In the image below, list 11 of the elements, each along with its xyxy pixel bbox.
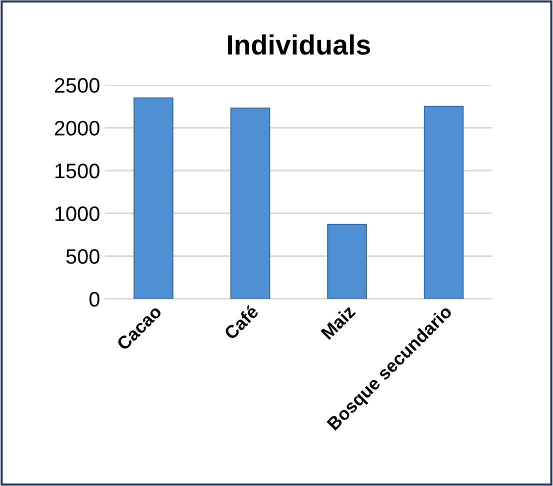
bar — [230, 108, 270, 299]
y-tick-label: 500 — [66, 249, 100, 264]
y-tick-label: 2000 — [54, 120, 100, 136]
chart-title: Individuals — [228, 34, 370, 55]
y-tick-label: 1500 — [55, 164, 100, 178]
y-tick-label: 2500 — [54, 78, 100, 93]
bar — [134, 97, 174, 299]
bar — [424, 106, 464, 299]
bar — [327, 224, 367, 299]
y-tick-label: 1000 — [55, 206, 100, 222]
y-tick-label: 0 — [89, 292, 100, 307]
